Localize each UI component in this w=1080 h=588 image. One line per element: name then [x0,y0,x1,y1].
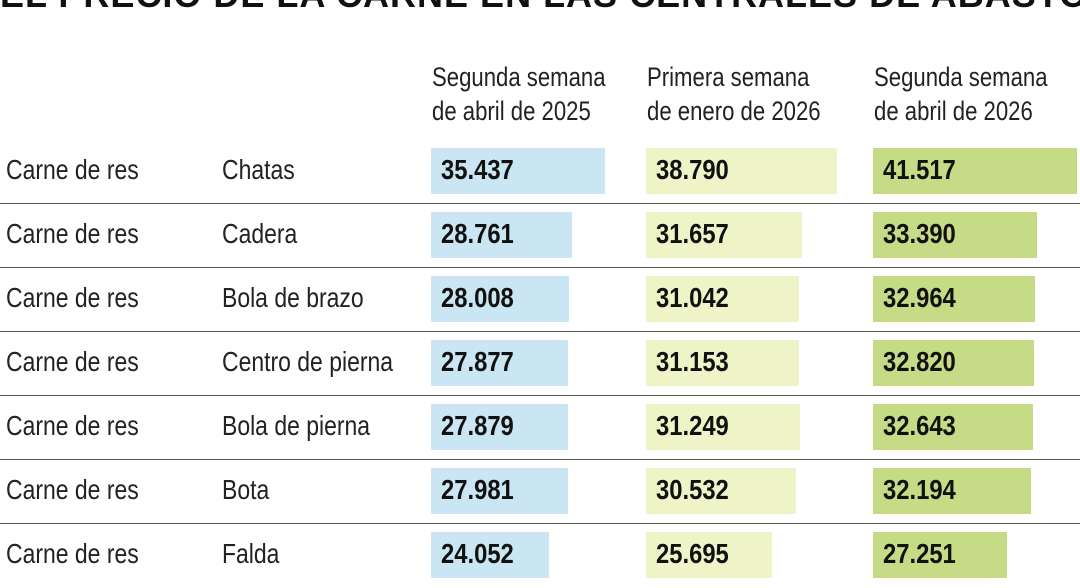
data-label-series-1: 28.008 [441,282,514,313]
group-label: Carne de res [6,154,139,185]
group-label: Carne de res [6,410,139,441]
table-row: Carne de res Falda 24.052 25.695 27.251 [0,524,1080,588]
row-divider [0,459,1080,460]
data-label-series-3: 32.194 [883,474,956,505]
column-header-1: Segunda semana de abril de 2025 [432,60,606,128]
group-label: Carne de res [6,282,139,313]
group-label: Carne de res [6,474,139,505]
column-header-2: Primera semana de enero de 2026 [647,60,821,128]
column-header-3: Segunda semana de abril de 2026 [874,60,1048,128]
category-label: Bola de brazo [222,282,364,313]
table-row: Carne de res Centro de pierna 27.877 31.153… [0,332,1080,396]
data-label-series-2: 30.532 [656,474,729,505]
data-label-series-1: 27.879 [441,410,514,441]
data-label-series-3: 41.517 [883,154,956,185]
bar-series-2 [646,212,802,258]
row-divider [0,203,1080,204]
bar-series-1 [431,340,568,386]
category-label: Cadera [222,218,298,249]
group-label: Carne de res [6,346,139,377]
table-row: Carne de res Bota 27.981 30.532 32.194 [0,460,1080,524]
data-label-series-1: 27.981 [441,474,514,505]
bar-series-3 [873,340,1034,386]
data-label-series-3: 32.643 [883,410,956,441]
data-label-series-3: 32.964 [883,282,956,313]
column-header-2-line1: Primera semana [647,62,810,92]
category-label: Chatas [222,154,295,185]
table-row: Carne de res Chatas 35.437 38.790 41.517 [0,140,1080,204]
bar-series-2 [646,340,799,386]
group-label: Carne de res [6,538,139,569]
bar-series-3 [873,212,1037,258]
data-label-series-2: 38.790 [656,154,729,185]
data-label-series-3: 27.251 [883,538,956,569]
data-label-series-2: 31.042 [656,282,729,313]
bar-series-3 [873,148,1077,194]
data-label-series-1: 35.437 [441,154,514,185]
bar-series-3 [873,404,1033,450]
category-label: Bota [222,474,270,505]
data-label-series-3: 32.820 [883,346,956,377]
table-row: Carne de res Bola de pierna 27.879 31.249 32… [0,396,1080,460]
data-label-series-1: 27.877 [441,346,514,377]
row-divider [0,523,1080,524]
bar-series-1 [431,148,605,194]
bar-series-2 [646,404,800,450]
column-header-3-line1: Segunda semana [874,62,1048,92]
bar-series-1 [431,468,568,514]
bar-series-3 [873,276,1035,322]
data-label-series-2: 31.153 [656,346,729,377]
category-label: Bola de pierna [222,410,371,441]
chart-title: EL PRECIO DE LA CARNE EN LAS CENTRALES D… [0,0,1080,16]
data-label-series-2: 25.695 [656,538,729,569]
bar-series-1 [431,276,569,322]
group-label: Carne de res [6,218,139,249]
column-header-1-line1: Segunda semana [432,62,606,92]
data-label-series-3: 33.390 [883,218,956,249]
row-divider [0,267,1080,268]
bar-series-1 [431,404,568,450]
row-divider [0,395,1080,396]
data-label-series-2: 31.249 [656,410,729,441]
category-label: Falda [222,538,280,569]
column-header-1-line2: de abril de 2025 [432,96,591,126]
column-header-2-line2: de enero de 2026 [647,96,821,126]
bar-series-3 [873,468,1031,514]
row-divider [0,331,1080,332]
data-label-series-2: 31.657 [656,218,729,249]
bar-series-2 [646,276,799,322]
bar-series-1 [431,212,572,258]
table-row: Carne de res Cadera 28.761 31.657 33.390 [0,204,1080,268]
data-label-series-1: 24.052 [441,538,514,569]
column-header-3-line2: de abril de 2026 [874,96,1033,126]
bar-series-2 [646,468,796,514]
bar-series-2 [646,148,837,194]
category-label: Centro de pierna [222,346,394,377]
table-row: Carne de res Bola de brazo 28.008 31.042 32.… [0,268,1080,332]
data-label-series-1: 28.761 [441,218,514,249]
